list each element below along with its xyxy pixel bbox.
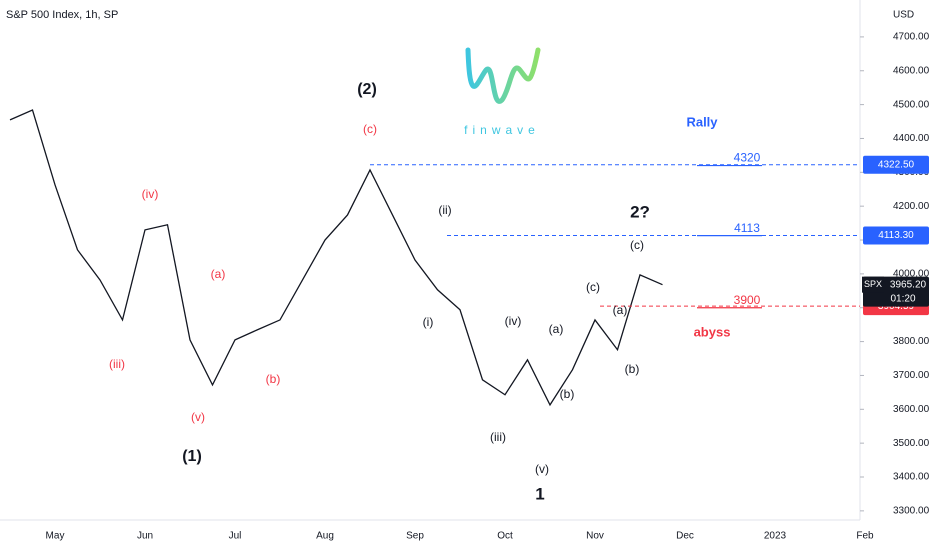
wave-label: (iv) xyxy=(505,314,522,328)
level-tag-label: 4322.50 xyxy=(878,159,915,170)
x-tick-label: Jun xyxy=(137,531,153,542)
logo-text: finwave xyxy=(464,123,540,137)
y-tick-label: 3800.00 xyxy=(893,336,930,347)
wave-label: 2? xyxy=(630,202,650,221)
wave-label: (i) xyxy=(423,315,434,329)
y-tick-label: 4400.00 xyxy=(893,133,930,144)
wave-label: (b) xyxy=(560,387,575,401)
wave-label: (c) xyxy=(630,238,644,252)
level-tag-label: 4113.30 xyxy=(878,230,914,241)
wave-label: (a) xyxy=(613,303,628,317)
wave-label: (c) xyxy=(586,280,600,294)
x-tick-label: Aug xyxy=(316,531,334,542)
level-tag xyxy=(863,226,929,245)
wave-label: (c) xyxy=(363,122,377,136)
target-label: 4113 xyxy=(734,221,760,235)
y-tick-label: 3600.00 xyxy=(893,404,930,415)
level-tag xyxy=(863,155,929,174)
x-tick-label: 2023 xyxy=(764,531,787,542)
target-label: 4320 xyxy=(734,151,761,165)
y-tick-label: 3400.00 xyxy=(893,472,930,483)
x-tick-label: Dec xyxy=(676,531,694,542)
wave-label: (iv) xyxy=(142,187,159,201)
x-tick-label: Sep xyxy=(406,531,424,542)
wave-label: abyss xyxy=(694,324,731,339)
y-tick-label: 3700.00 xyxy=(893,370,930,381)
chart-title: S&P 500 Index, 1h, SP xyxy=(6,9,118,21)
axis-unit: USD xyxy=(893,10,914,21)
countdown-label: 01:20 xyxy=(890,293,915,304)
x-tick-label: Oct xyxy=(497,531,513,542)
wave-label: 1 xyxy=(535,484,544,503)
symbol-label: SPX xyxy=(864,279,882,289)
y-tick-label: 3500.00 xyxy=(893,438,930,449)
wave-label: (iii) xyxy=(109,357,125,371)
x-tick-label: May xyxy=(46,531,65,542)
wave-label: (ii) xyxy=(438,203,451,217)
wave-label: (a) xyxy=(211,267,226,281)
x-tick-label: Jul xyxy=(229,531,242,542)
wave-label: Rally xyxy=(686,114,718,129)
logo-wave xyxy=(465,47,541,104)
y-tick-label: 4500.00 xyxy=(893,99,930,110)
x-tick-label: Nov xyxy=(586,531,604,542)
price-line xyxy=(9,109,663,407)
wave-label: (v) xyxy=(191,410,205,424)
wave-label: (1) xyxy=(182,448,202,465)
wave-label: (b) xyxy=(266,372,281,386)
y-tick-label: 4600.00 xyxy=(893,65,930,76)
wave-label: (b) xyxy=(625,362,640,376)
y-tick-label: 4000.00 xyxy=(893,269,930,280)
x-tick-label: Feb xyxy=(856,531,874,542)
wave-label: (2) xyxy=(357,81,377,98)
symbol-tag xyxy=(862,276,884,293)
y-tick-label: 3300.00 xyxy=(893,506,930,517)
target-label: 3900 xyxy=(734,293,761,307)
last-price-label: 3965.20 xyxy=(890,279,927,290)
y-tick-label: 4700.00 xyxy=(893,32,930,43)
y-tick-label: 4200.00 xyxy=(893,201,930,212)
wave-label: (v) xyxy=(535,462,549,476)
wave-label: (iii) xyxy=(490,430,506,444)
wave-label: (a) xyxy=(549,322,564,336)
